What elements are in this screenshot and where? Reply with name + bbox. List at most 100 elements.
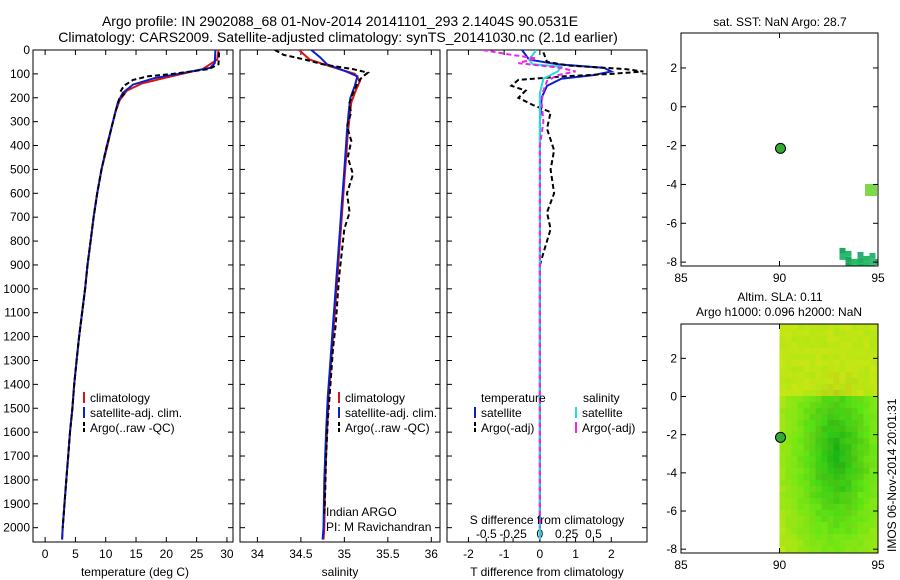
sla_map-cell (875, 450, 878, 456)
sla_map-cell (857, 468, 864, 474)
sla_map-cell (857, 360, 864, 366)
sla_map-cell (785, 522, 792, 528)
sla_map-cell (821, 540, 828, 546)
sla_map-cell (857, 540, 864, 546)
sla_map-cell (875, 510, 878, 516)
sla_map-cell (833, 384, 840, 390)
temperature-ytick-label: 100 (10, 67, 30, 81)
sla_map-cell (845, 336, 852, 342)
sla_map-cell (797, 450, 804, 456)
sla_map-cell (791, 516, 798, 522)
sla_map-cell (875, 516, 878, 522)
sla_map-cell (857, 438, 864, 444)
sla_map-cell (833, 468, 840, 474)
sla_map-cell (809, 438, 816, 444)
difference-axes-box (446, 49, 648, 543)
sla_map-cell (827, 438, 834, 444)
sla_map-ytick-label: 0 (670, 390, 677, 404)
sla_map-cell (845, 438, 852, 444)
sla_map-cell (869, 480, 876, 486)
sla_map-cell (839, 378, 846, 384)
sla_map-cell (809, 372, 816, 378)
sla_map-cell (839, 360, 846, 366)
sst_map-cell (857, 257, 864, 264)
sla_map-cell (851, 342, 858, 348)
temperature-ytick-label: 1800 (3, 473, 30, 487)
sla_map-cell (857, 432, 864, 438)
sla_map-xtick-label: 85 (674, 558, 688, 572)
sla_map-cell (815, 468, 822, 474)
salinity-xtick-label: 36 (425, 547, 439, 561)
sla_map-cell (845, 426, 852, 432)
sla_map-cell (791, 402, 798, 408)
sla_map-cell (857, 474, 864, 480)
sla_map-cell (815, 426, 822, 432)
sla_map-cell (791, 474, 798, 480)
sla_map-cell (839, 336, 846, 342)
sla_map-cell (851, 336, 858, 342)
sla_map-cell (803, 444, 810, 450)
sla_map-cell (869, 336, 876, 342)
sla_map-cell (815, 444, 822, 450)
sla_map-cell (791, 348, 798, 354)
sla_map-cell (815, 360, 822, 366)
temperature-panel: 0 5 10 15 20 25 300100200300400500600700800900… (3, 43, 234, 561)
sla_map-cell (827, 360, 834, 366)
sla_map-cell (791, 522, 798, 528)
sla_map-cell (827, 540, 834, 546)
sla_map-cell (779, 402, 786, 408)
sla_map-cell (821, 444, 828, 450)
salinity-series-argo-raw-qc- (274, 50, 371, 516)
sla_map-cell (839, 426, 846, 432)
sla_map-cell (827, 378, 834, 384)
sla_map-cell (779, 378, 786, 384)
sla_map-cell (851, 348, 858, 354)
sla_map-cell (839, 522, 846, 528)
sla_map-cell (791, 396, 798, 402)
sla_map-cell (785, 486, 792, 492)
sla_map-cell (809, 402, 816, 408)
sla-map-panel: 85 90 95 2 0 -2 -4 -6 -8 (666, 323, 885, 572)
sla_map-cell (875, 480, 878, 486)
sla_map-cell (815, 384, 822, 390)
temperature-ytick-label: 1100 (4, 306, 30, 320)
sla_map-ytick-label: -2 (666, 428, 677, 442)
sla_map-cell (857, 462, 864, 468)
sst_map-cell (851, 264, 858, 266)
sla_map-cell (833, 378, 840, 384)
sla_map-cell (839, 534, 846, 540)
sla_map-cell (827, 528, 834, 534)
title-line-1: Argo profile: IN 2902088_68 01-Nov-2014 … (102, 13, 578, 29)
sla_map-cell (785, 456, 792, 462)
sla_map-xtick-label: 95 (871, 558, 885, 572)
temperature-ytick-label: 700 (10, 210, 30, 224)
sla_map-cell (803, 408, 810, 414)
sla_map-cell (863, 468, 870, 474)
sst_map-xtick-label: 95 (871, 271, 885, 285)
sla_map-cell (851, 534, 858, 540)
sla_map-cell (863, 462, 870, 468)
sla_map-cell (857, 390, 864, 396)
sla_map-cell (779, 420, 786, 426)
sla_map-cell (803, 324, 810, 330)
sla_map-cell (863, 384, 870, 390)
sla_map-cell (797, 360, 804, 366)
sla_map-cell (803, 432, 810, 438)
sla_map-cell (809, 336, 816, 342)
sla_map-cell (791, 468, 798, 474)
sla_map-cell (869, 402, 876, 408)
sla_map-cell (839, 414, 846, 420)
sla_map-cell (857, 420, 864, 426)
sla_map-cell (851, 366, 858, 372)
sla_map-cell (845, 408, 852, 414)
sla_map-cell (785, 390, 792, 396)
sla_map-cell (851, 438, 858, 444)
sla_map-cell (815, 330, 822, 336)
salinity-panel: 34 34.5 35 35.5 36 climatologysatellite-adj. … (239, 49, 441, 561)
sla_map-cell (863, 342, 870, 348)
sla_map-cell (827, 510, 834, 516)
sla_map-cell (851, 444, 858, 450)
temperature-xtick-label: 20 (160, 547, 174, 561)
sla_map-cell (875, 504, 878, 510)
sla_map-cell (875, 324, 878, 330)
